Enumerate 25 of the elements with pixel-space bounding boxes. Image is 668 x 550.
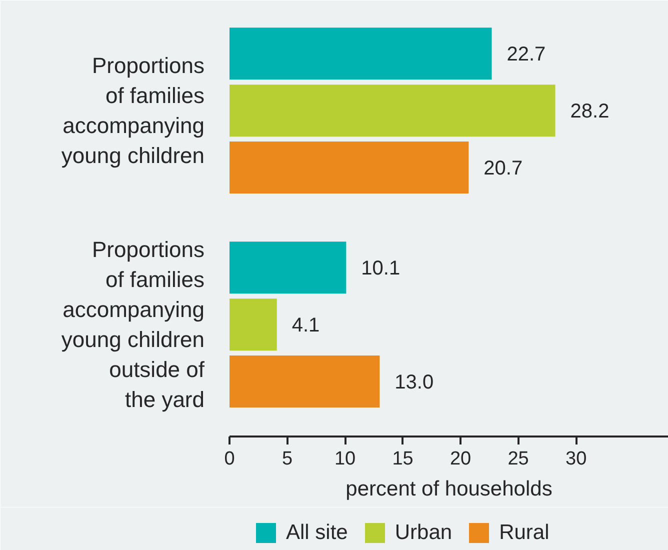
x-tick-label: 30 [566,448,587,470]
data-label: 28.2 [570,100,610,123]
bar [230,356,380,408]
x-axis-title: percent of households [346,478,552,500]
x-tick-label: 20 [450,448,472,470]
bar [230,28,492,80]
data-label: 22.7 [506,44,546,66]
bar [230,142,469,194]
data-label: 10.1 [361,258,400,280]
data-label: 13.0 [394,372,434,394]
legend-label: Rural [499,520,550,545]
bar [230,242,346,294]
data-label: 4.1 [292,314,320,337]
legend-label: Urban [394,520,452,545]
data-label: 20.7 [484,158,523,180]
bar [230,84,556,137]
x-tick-label: 10 [334,448,356,470]
bar [230,298,277,351]
y-tick-label: Proportions of families accompanying young children outside of the yard [61,237,206,412]
x-tick-label: 5 [282,448,293,470]
x-tick-label: 15 [392,448,414,470]
x-tick-label: 25 [508,448,529,470]
x-tick-label: 0 [224,448,235,470]
y-tick-label: Proportions of families accompanying young children [61,53,205,168]
legend-label: All site [286,520,348,545]
